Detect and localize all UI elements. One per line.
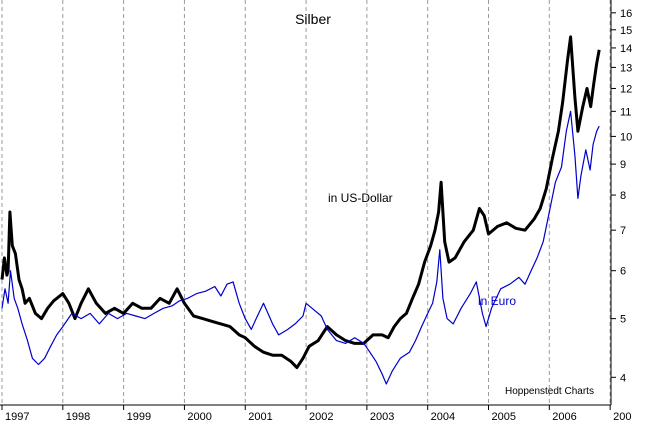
eur-price-line xyxy=(1,110,600,385)
x-tick-label-2001: 2001 xyxy=(248,411,272,423)
y-tick-label-11: 11 xyxy=(620,106,631,118)
source-credit: Hoppenstedt Charts xyxy=(505,386,594,397)
x-tick-label-2000: 2000 xyxy=(187,411,211,423)
chart-title: Silber xyxy=(295,11,331,27)
x-axis-ticks: 1997 1998 1999 2000 2001 2002 2003 2004 2005 2006… xyxy=(1,405,631,423)
y-tick-label-4: 4 xyxy=(620,372,626,384)
y-tick-label-16: 16 xyxy=(620,8,632,20)
y-tick-label-15: 15 xyxy=(620,25,632,37)
eur-series-label: in Euro xyxy=(478,294,516,308)
y-tick-label-12: 12 xyxy=(620,83,632,95)
usd-series-label: in US-Dollar xyxy=(328,191,393,205)
y-axis-ticks: 4 5 6 7 8 9 10 11 12 13 14 15 16 xyxy=(611,8,632,384)
x-tick-label-200: 200 xyxy=(613,411,631,423)
x-tick-label-2002: 2002 xyxy=(309,411,333,423)
x-tick-label-2006: 2006 xyxy=(552,411,576,423)
x-tick-label-1998: 1998 xyxy=(66,411,90,423)
y-tick-label-13: 13 xyxy=(620,62,632,74)
series-layer xyxy=(0,35,601,385)
vertical-gridlines xyxy=(1,0,611,405)
x-tick-label-1999: 1999 xyxy=(127,411,151,423)
y-tick-label-9: 9 xyxy=(620,159,626,171)
x-tick-label-2005: 2005 xyxy=(491,411,515,423)
x-tick-label-2004: 2004 xyxy=(431,411,455,423)
y-tick-label-8: 8 xyxy=(620,190,626,202)
y-tick-label-14: 14 xyxy=(620,43,632,55)
x-tick-label-2003: 2003 xyxy=(370,411,394,423)
y-tick-label-7: 7 xyxy=(620,225,626,237)
x-tick-label-1997: 1997 xyxy=(5,411,29,423)
y-tick-label-6: 6 xyxy=(620,266,626,278)
usd-price-line xyxy=(0,35,601,370)
y-tick-label-10: 10 xyxy=(620,131,632,143)
y-tick-label-5: 5 xyxy=(620,314,626,326)
